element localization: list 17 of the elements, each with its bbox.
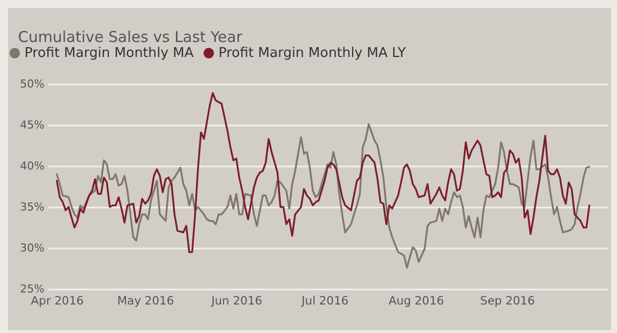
x-tick-label: Jun 2016 [210,294,262,308]
x-tick-label: May 2016 [117,294,174,308]
y-tick-label: 25% [20,282,44,296]
y-tick-label: 50% [20,78,44,90]
y-tick-label: 40% [20,160,44,172]
y-tick-label: 35% [20,200,44,214]
line-series [56,92,590,253]
legend-label: Profit Margin Monthly MA [24,45,194,62]
line-series [56,123,590,269]
y-tick-label: 45% [20,118,44,132]
x-tick-label: Aug 2016 [388,294,444,308]
y-tick-label: 30% [20,242,44,254]
x-tick-label: Jul 2016 [300,294,348,308]
x-tick-label: Sep 2016 [480,294,535,308]
x-tick-label: Apr 2016 [30,294,84,308]
chart-title: Cumulative Sales vs Last Year [18,28,242,46]
legend-label: Profit Margin Monthly MA LY [218,45,407,62]
